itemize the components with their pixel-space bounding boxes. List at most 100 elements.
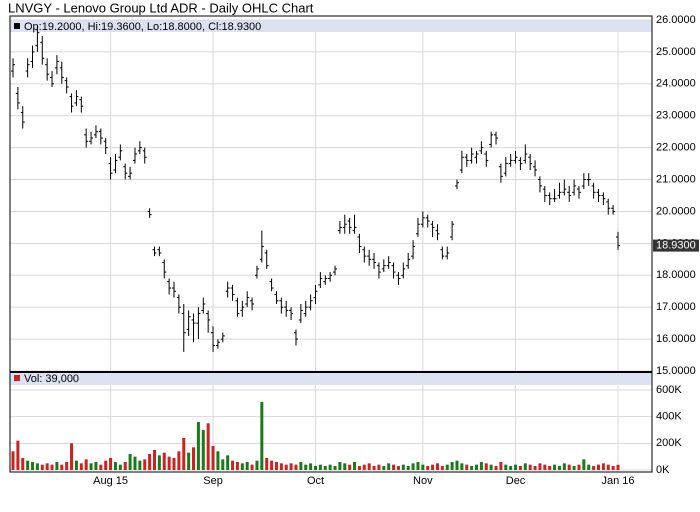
volume-bar [353,462,357,470]
volume-bar [274,462,278,470]
volume-bar [206,423,210,470]
chart-title: LNVGY - Lenovo Group Ltd ADR - Daily OHL… [8,0,314,15]
volume-bar [226,455,230,470]
volume-bar [572,466,576,470]
y-tick-label: 15.0000 [656,365,696,377]
x-tick-label: Aug 15 [93,475,128,487]
volume-bar [523,463,527,470]
volume-bar [406,466,410,470]
volume-icon [14,375,20,381]
volume-bar [21,458,25,470]
last-price-box [653,239,699,252]
volume-tick-label: 200K [656,437,682,449]
volume-bar [431,464,435,470]
volume-bar [167,456,171,470]
volume-bar [489,464,493,470]
y-tick-label: 23.0000 [656,110,696,122]
volume-bar [323,466,327,470]
volume-bar [435,463,439,470]
volume-bar [211,446,215,470]
volume-bar [250,464,254,470]
volume-bar [592,466,596,470]
volume-bar [518,466,522,470]
volume-bar [514,464,518,470]
volume-bar [201,430,205,470]
volume-bar [133,456,137,470]
volume-bar [231,460,235,470]
volume-bar [338,462,342,470]
volume-bar [128,454,132,470]
volume-bar [148,454,152,470]
volume-bar [65,462,69,470]
volume-bar [16,440,20,470]
volume-bar [582,459,586,470]
info-text: Op:19.2000, Hi:19.3600, Lo:18.8000, Cl:1… [24,21,261,33]
volume-bar [60,464,64,470]
y-tick-label: 24.0000 [656,78,696,90]
volume-bar [235,462,239,470]
volume-bar [543,464,547,470]
volume-bar [240,463,244,470]
volume-band [10,372,652,385]
volume-bar [479,462,483,470]
volume-bar [89,463,93,470]
volume-bar [577,464,581,470]
volume-bar [182,438,186,470]
y-tick-label: 26.0000 [656,14,696,26]
y-tick-label: 21.0000 [656,173,696,185]
volume-bar [284,464,288,470]
volume-bar [533,466,537,470]
volume-bar [553,464,557,470]
volume-bar [314,466,317,470]
volume-bar [460,463,464,470]
volume-bar [99,464,103,470]
volume-bar [260,402,264,470]
volume-bar [396,466,400,470]
volume-bar [172,458,176,470]
volume-bar [245,462,249,470]
volume-bar [475,464,479,470]
volume-bar [557,466,561,470]
y-tick-label: 17.0000 [656,301,696,313]
volume-bar [118,464,122,470]
volume-bar [416,462,420,470]
volume-bar [309,463,313,470]
volume-bar [35,463,39,470]
volume-bar [606,464,610,470]
volume-bar [294,464,298,470]
volume-bar [11,451,15,470]
volume-bar [401,464,405,470]
volume-bar [587,464,591,470]
volume-bar [382,466,386,470]
volume-bar [45,463,49,470]
volume-bar [196,422,200,470]
volume-bar [470,466,474,470]
y-tick-label: 18.0000 [656,269,696,281]
volume-bar [265,458,269,470]
y-tick-label: 20.0000 [656,205,696,217]
volume-bar [270,460,274,470]
volume-bar [255,460,259,470]
volume-bar [40,464,44,470]
volume-bar [611,466,615,470]
volume-bar [465,464,469,470]
x-tick-label: Dec [506,475,526,487]
volume-bar [109,458,113,470]
volume-bar [31,462,35,470]
volume-bar [367,463,371,470]
volume-bar [26,460,30,470]
volume-tick-label: 0K [656,464,670,476]
y-tick-label: 22.0000 [656,142,696,154]
volume-bar [509,466,513,470]
volume-bar [50,464,54,470]
volume-bar [113,462,117,470]
volume-bar [343,463,347,470]
volume-bar [328,464,332,470]
volume-bar [221,459,225,470]
volume-label: Vol: 39,000 [24,373,79,385]
volume-bar [216,451,220,470]
volume-bar [411,463,415,470]
volume-bar [177,451,181,470]
info-icon [14,23,20,29]
